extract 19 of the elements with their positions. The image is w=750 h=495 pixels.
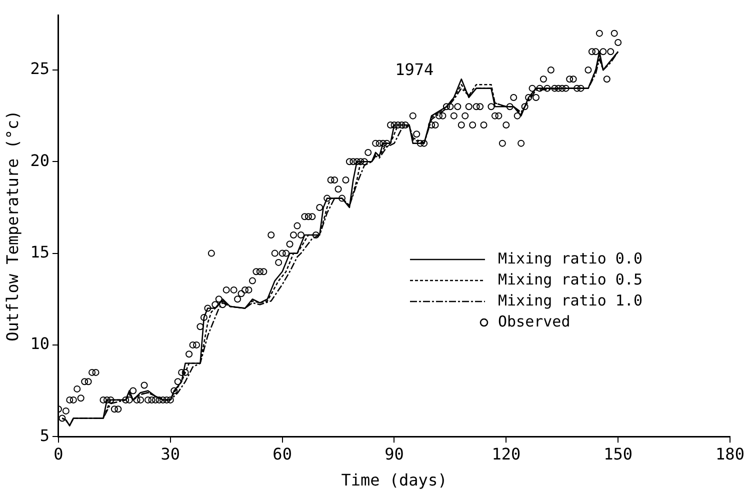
x-tick-label: 0 [54, 444, 64, 464]
x-tick-label: 60 [272, 444, 292, 464]
x-tick-label: 30 [160, 444, 180, 464]
y-tick-label: 5 [40, 426, 50, 445]
x-tick-label: 150 [604, 444, 633, 464]
y-axis-title: Outflow Temperature (°c) [2, 110, 22, 342]
x-tick-label: 120 [492, 444, 521, 464]
x-tick-label: 180 [716, 444, 744, 464]
legend-label: Mixing ratio 1.0 [498, 291, 642, 310]
y-tick-label: 15 [30, 242, 50, 262]
y-tick-label: 10 [30, 334, 50, 354]
x-axis-title: Time (days) [341, 470, 448, 490]
text: 1974 [395, 60, 434, 80]
x-tick-label: 90 [384, 444, 404, 464]
legend-label: Mixing ratio 0.0 [498, 249, 642, 268]
y-tick-label: 25 [30, 59, 50, 78]
legend-label: Observed [498, 312, 570, 330]
y-tick-label: 20 [30, 150, 50, 170]
legend-label: Mixing ratio 0.5 [498, 270, 642, 288]
